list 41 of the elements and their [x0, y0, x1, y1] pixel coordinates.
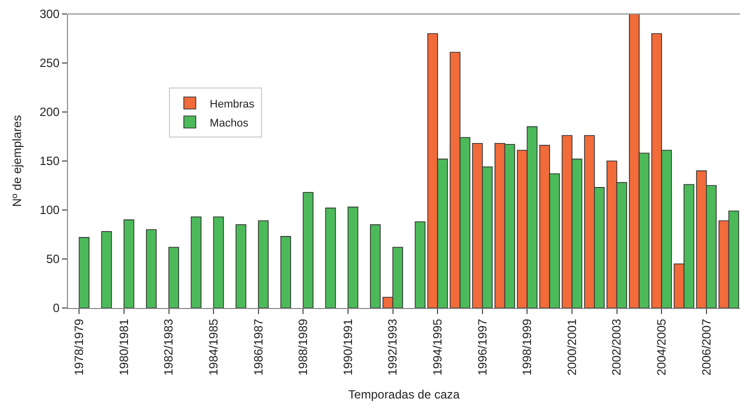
- x-tick-label: 1992/1993: [386, 318, 400, 376]
- bar: [101, 231, 112, 308]
- bar: [190, 216, 202, 308]
- x-tick-label: 1990/1991: [340, 318, 355, 376]
- y-tick-label: 150: [40, 154, 60, 168]
- x-tick-label: 1980/1981: [116, 318, 131, 376]
- bar: [168, 246, 180, 308]
- bar: [78, 237, 90, 308]
- x-tick-label: 1978/1979: [72, 318, 86, 376]
- y-tick-label: 250: [40, 56, 60, 70]
- y-tick-label: 0: [52, 301, 60, 316]
- x-tick-label: 1988/1989: [296, 318, 310, 376]
- x-tick-label: 1998/1999: [520, 318, 534, 376]
- bar: [124, 219, 134, 308]
- x-axis-title: Temporadas de caza: [348, 387, 460, 402]
- x-tick-label: 2004/2005: [654, 318, 668, 376]
- bar: [146, 229, 157, 308]
- x-tick-label: 1994/1995: [430, 318, 444, 376]
- bar: [414, 221, 426, 308]
- y-tick-label: 100: [40, 203, 60, 218]
- y-tick-label: 300: [40, 7, 60, 22]
- bar: [236, 224, 246, 308]
- bar: [325, 208, 336, 308]
- x-tick-label: 1982/1983: [162, 318, 176, 376]
- bar: [280, 236, 292, 308]
- legend-label: Hembras: [210, 98, 255, 110]
- bar: [348, 206, 358, 308]
- x-tick-label: 2000/2001: [564, 318, 579, 376]
- x-tick-label: 2006/2007: [699, 318, 714, 376]
- bar: [370, 224, 381, 308]
- x-tick-label: 1984/1985: [206, 318, 220, 376]
- bar: [302, 192, 314, 308]
- x-tick-label: 2002/2003: [610, 318, 624, 376]
- y-tick-label: 200: [40, 105, 60, 120]
- y-axis-title: Nº de ejemplares: [10, 115, 24, 207]
- x-tick-label: 1996/1997: [475, 318, 490, 376]
- bar: [213, 216, 224, 308]
- x-tick-label: 1986/1987: [251, 318, 266, 376]
- legend-label: Machos: [210, 117, 249, 130]
- bar: [258, 220, 269, 308]
- y-tick-label: 50: [46, 252, 60, 266]
